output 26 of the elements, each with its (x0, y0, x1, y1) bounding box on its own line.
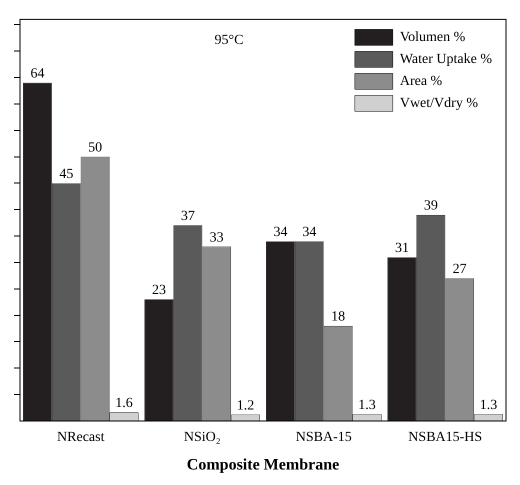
legend-label: Vwet/Vdry % (400, 96, 478, 112)
data-label: 1.3 (480, 398, 498, 413)
x-axis-title: Composite Membrane (186, 456, 340, 474)
x-tick-label: NSBA-15 (296, 430, 352, 446)
data-label: 23 (152, 283, 166, 298)
data-label: 18 (331, 310, 346, 325)
legend-label: Area % (400, 74, 443, 90)
data-label: 1.6 (115, 396, 133, 412)
x-tick-label: NSBA15-HS (408, 430, 482, 446)
data-label: 27 (452, 262, 467, 277)
legend-label: Volumen % (400, 30, 466, 46)
data-label: 31 (394, 240, 409, 256)
data-label: 1.3 (358, 398, 376, 413)
x-tick-label: NRecast (57, 430, 105, 446)
data-label: 1.2 (236, 398, 254, 414)
data-label: 33 (210, 230, 224, 246)
data-label: 37 (180, 209, 195, 224)
data-label: 34 (302, 225, 316, 240)
data-label: 34 (273, 225, 288, 240)
x-tick-label: NSiO₂ (184, 430, 221, 446)
data-label: 64 (30, 66, 44, 82)
data-label: 50 (88, 140, 102, 156)
legend-label: Water Uptake % (400, 52, 492, 68)
data-label: 45 (59, 166, 74, 182)
annotation: 95°C (214, 33, 244, 48)
data-label: 39 (424, 198, 438, 214)
